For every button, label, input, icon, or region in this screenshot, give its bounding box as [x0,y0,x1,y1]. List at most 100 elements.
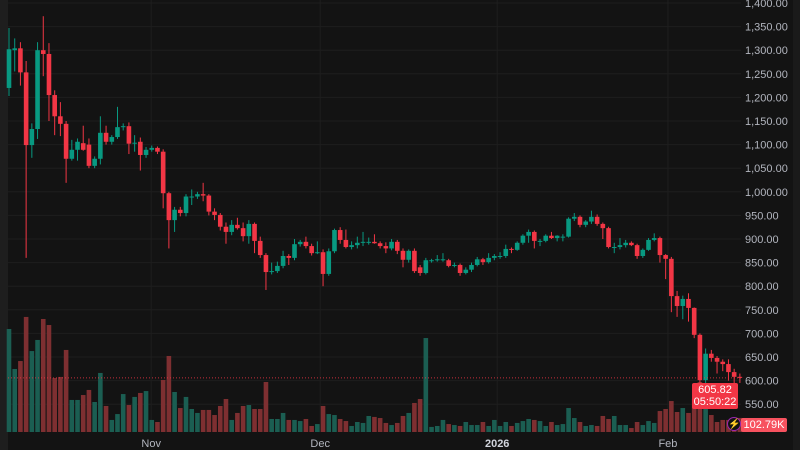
candle-body[interactable] [634,245,640,256]
candle-body[interactable] [492,255,497,258]
candle-body[interactable] [606,228,611,248]
candle-body[interactable] [143,149,149,155]
candle-body[interactable] [452,264,457,266]
lightning-icon[interactable]: ⚡ [727,417,741,431]
candle-body[interactable] [543,235,549,241]
candle-body[interactable] [377,243,383,247]
time-axis[interactable]: Nov Dec 2026 Feb [141,438,677,450]
candle-body[interactable] [657,238,663,256]
candle-body[interactable] [383,246,389,249]
candle-body[interactable] [349,245,354,248]
candle-body[interactable] [714,357,720,362]
candle-body[interactable] [58,116,63,124]
candle-body[interactable] [337,230,343,240]
candle-body[interactable] [309,246,314,254]
candle-body[interactable] [720,361,726,365]
candle-body[interactable] [697,334,703,381]
candle-body[interactable] [75,141,80,150]
candle-body[interactable] [98,132,103,159]
candle-body[interactable] [629,242,634,246]
candle-body[interactable] [92,158,97,166]
candle-body[interactable] [486,257,491,263]
candle-body[interactable] [691,307,697,335]
candle-body[interactable] [355,242,360,246]
candle-body[interactable] [63,123,69,159]
candle-body[interactable] [35,50,40,130]
candle-body[interactable] [469,264,474,270]
candle-body[interactable] [600,223,606,229]
candle-body[interactable] [166,193,172,221]
candle-body[interactable] [303,241,309,247]
candle-body[interactable] [109,137,115,142]
candle-body[interactable] [263,255,269,273]
candle-body[interactable] [240,228,246,237]
candle-body[interactable] [126,126,132,144]
candle-body[interactable] [297,241,303,245]
candle-body[interactable] [160,151,166,194]
candle-body[interactable] [18,48,23,73]
candle-body[interactable] [360,241,366,243]
candle-body[interactable] [257,240,263,256]
candle-body[interactable] [474,259,480,265]
candle-body[interactable] [440,259,446,261]
candle-body[interactable] [189,196,195,198]
candle-body[interactable] [737,376,743,378]
candle-body[interactable] [389,241,394,249]
candle-body[interactable] [172,209,177,221]
candle-body[interactable] [537,240,543,242]
candle-body[interactable] [400,250,406,260]
candle-body[interactable] [195,194,200,197]
candle-body[interactable] [640,249,646,256]
candle-body[interactable] [514,242,520,250]
candle-body[interactable] [69,149,75,159]
candle-body[interactable] [446,260,451,266]
candle-body[interactable] [480,259,486,263]
candle-body[interactable] [560,236,566,238]
candle-body[interactable] [703,353,708,381]
candle-body[interactable] [646,239,651,250]
candle-body[interactable] [503,248,509,256]
candle-body[interactable] [429,260,434,262]
candle-body[interactable] [132,142,137,144]
candle-body[interactable] [46,53,52,96]
candle-body[interactable] [520,235,526,243]
candle-body[interactable] [246,223,252,237]
candle-body[interactable] [252,223,257,241]
candle-body[interactable] [115,127,120,138]
candle-body[interactable] [217,214,223,227]
candle-body[interactable] [223,226,229,232]
candle-body[interactable] [566,218,571,237]
candle-body[interactable] [6,49,12,88]
candle-body[interactable] [526,231,531,236]
candle-body[interactable] [29,129,35,146]
candle-body[interactable] [120,126,126,128]
candle-body[interactable] [80,143,86,150]
candle-body[interactable] [617,245,623,248]
candle-body[interactable] [412,250,417,272]
candle-body[interactable] [457,264,463,273]
candle-body[interactable] [726,364,731,373]
candle-body[interactable] [663,255,668,259]
candle-body[interactable] [611,247,617,249]
candle-body[interactable] [326,251,332,274]
candle-body[interactable] [206,195,212,212]
candle-body[interactable] [292,244,297,258]
candle-body[interactable] [12,48,18,51]
candle-body[interactable] [149,147,155,150]
candle-body[interactable] [103,132,109,142]
candle-body[interactable] [23,72,29,146]
candle-body[interactable] [40,50,46,54]
candle-body[interactable] [178,209,183,214]
candle-body[interactable] [275,265,280,272]
candle-body[interactable] [434,259,440,261]
candle-body[interactable] [212,211,217,215]
candle-body[interactable] [229,224,234,232]
candle-body[interactable] [680,298,686,307]
candle-body[interactable] [332,230,337,252]
candle-body[interactable] [269,271,274,273]
candle-body[interactable] [686,298,691,308]
candle-body[interactable] [497,255,503,257]
candle-body[interactable] [183,196,189,214]
candle-body[interactable] [554,235,560,239]
candle-body[interactable] [549,235,554,239]
